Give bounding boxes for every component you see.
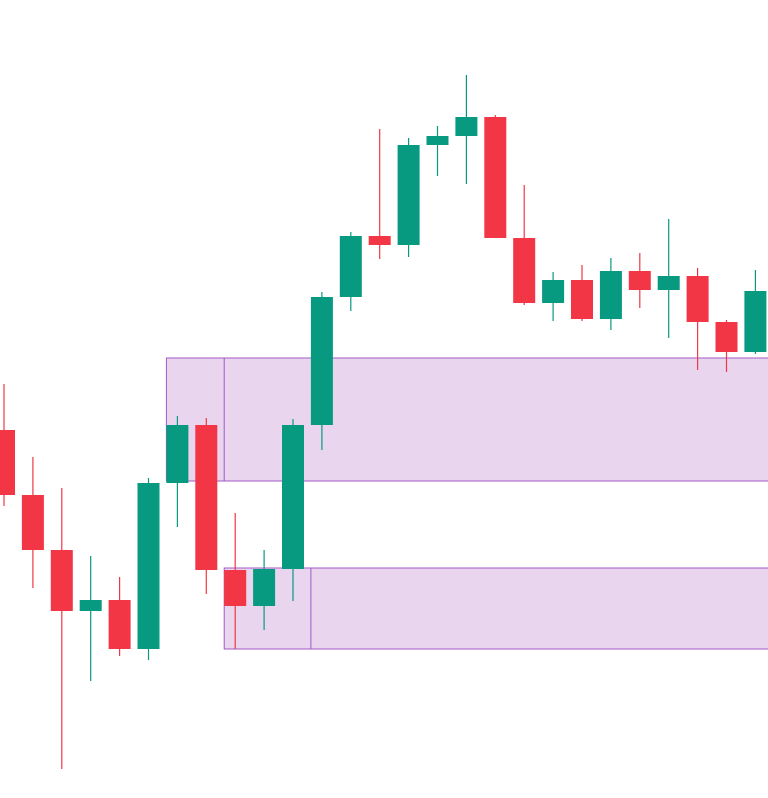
- candle-17: [484, 115, 507, 238]
- candle-4: [108, 577, 131, 656]
- candle-body: [686, 276, 709, 322]
- candle-body: [599, 271, 622, 319]
- candles-layer: [0, 75, 767, 769]
- candle-16: [455, 75, 478, 184]
- candle-body: [137, 483, 160, 649]
- candle-body: [0, 430, 15, 495]
- candle-body: [108, 600, 131, 649]
- candle-body: [195, 425, 218, 570]
- candle-1: [21, 457, 44, 588]
- candle-body: [368, 236, 391, 245]
- candle-body: [455, 117, 478, 136]
- candle-6: [166, 416, 189, 527]
- candle-10: [282, 419, 304, 601]
- candle-body: [744, 291, 767, 352]
- candle-0: [0, 384, 15, 506]
- candle-body: [166, 425, 189, 483]
- candle-11: [310, 292, 333, 450]
- candle-body: [253, 569, 276, 606]
- candle-body: [310, 297, 333, 425]
- candle-3: [79, 556, 102, 681]
- candle-26: [744, 270, 767, 354]
- candle-body: [282, 425, 304, 569]
- candle-body: [397, 145, 420, 245]
- candle-body: [224, 570, 247, 606]
- lower-zone: [223, 567, 768, 650]
- upper-zone: [165, 357, 768, 482]
- zones-layer: [165, 357, 768, 650]
- candle-body: [628, 271, 651, 290]
- candle-2: [50, 488, 73, 769]
- candle-body: [426, 136, 449, 145]
- candle-13: [368, 129, 391, 259]
- candle-23: [657, 219, 680, 338]
- candle-18: [513, 185, 536, 305]
- candle-22: [628, 253, 651, 308]
- candle-5: [137, 478, 160, 660]
- candle-14: [397, 138, 420, 257]
- candle-20: [571, 265, 593, 321]
- candle-body: [21, 495, 44, 550]
- candle-body: [513, 238, 536, 303]
- candle-body: [484, 117, 507, 238]
- candle-15: [426, 126, 449, 176]
- candle-body: [79, 600, 102, 611]
- candle-25: [715, 320, 738, 372]
- candle-19: [542, 272, 565, 321]
- candle-9: [253, 550, 276, 630]
- candle-body: [657, 276, 680, 290]
- candle-21: [599, 258, 622, 330]
- candle-12: [339, 232, 362, 311]
- candle-24: [686, 268, 709, 370]
- candle-7: [195, 418, 218, 594]
- candle-body: [542, 280, 565, 303]
- candle-body: [715, 322, 738, 352]
- candle-8: [224, 513, 247, 649]
- candle-body: [571, 280, 593, 319]
- candle-body: [339, 236, 362, 297]
- candle-body: [50, 550, 73, 611]
